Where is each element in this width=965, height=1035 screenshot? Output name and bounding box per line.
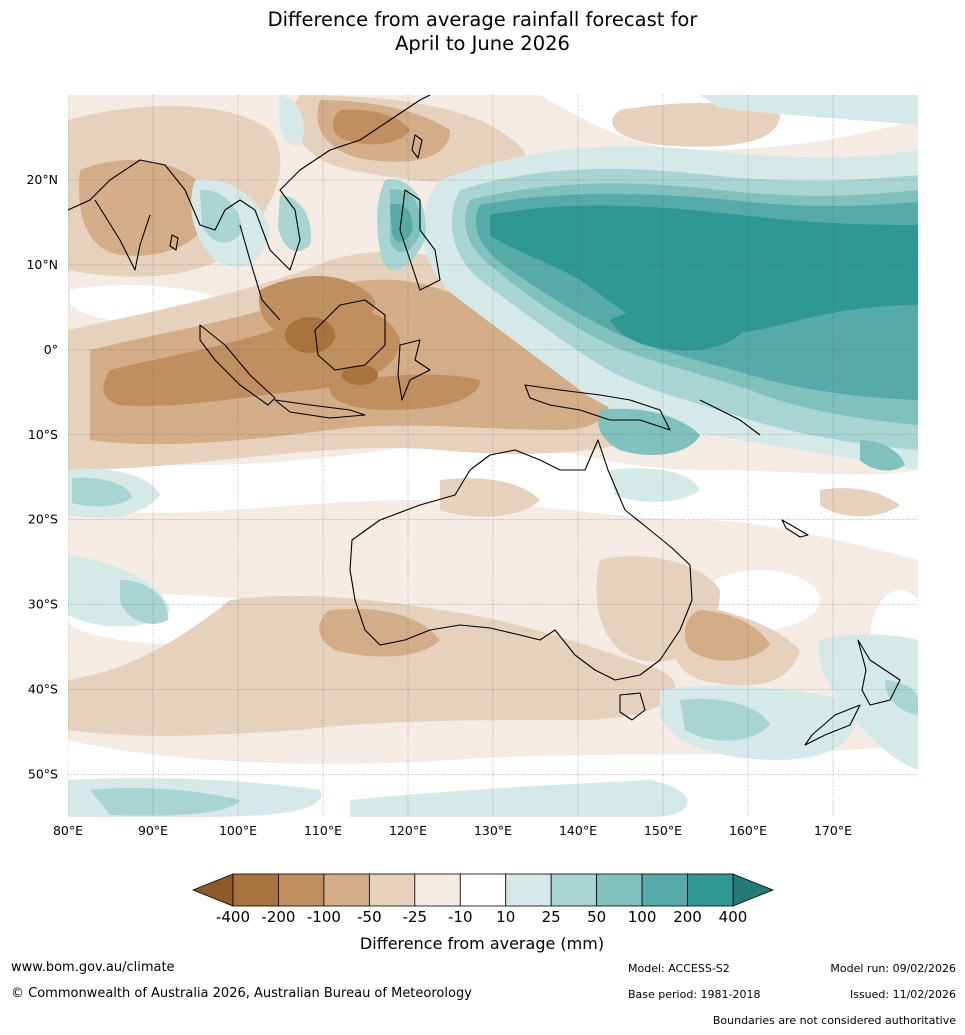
latitude-label: 20°S — [28, 512, 58, 527]
colorbar-tick-label: 50 — [587, 908, 606, 926]
colorbar-segment — [687, 873, 734, 907]
colorbar-low-extend — [191, 873, 234, 907]
copyright-text: © Commonwealth of Australia 2026, Austra… — [11, 986, 472, 1001]
longitude-label: 150°E — [644, 823, 682, 838]
coastlines — [68, 95, 901, 746]
latitude-labels: 20°N 10°N 0° 10°S 20°S 30°S 40°S 50°S — [26, 172, 58, 782]
colorbar-segment — [414, 873, 461, 907]
longitude-label: 110°E — [304, 823, 342, 838]
colorbar-tick-label: -25 — [403, 908, 428, 926]
colorbar-label: Difference from average (mm) — [360, 934, 604, 953]
asia-mainland-outline — [68, 95, 431, 271]
taiwan-outline — [411, 134, 423, 159]
anomaly-field — [68, 95, 918, 817]
java-outline — [274, 399, 366, 419]
colorbar: -400 -200 -100 -50 -25 -10 10 25 50 100 200 400 — [191, 873, 775, 926]
colorbar-segment — [459, 873, 507, 907]
borneo-outline — [314, 299, 386, 371]
sulawesi-outline — [397, 339, 431, 401]
longitude-labels: 80°E 90°E 100°E 110°E 120°E 130°E 140°E 150°E 16… — [53, 823, 852, 838]
longitude-label: 90°E — [138, 823, 168, 838]
title-line-2: April to June 2026 — [395, 32, 570, 55]
india-peninsula-outline — [94, 199, 151, 271]
colorbar-segment — [505, 873, 552, 907]
australia-outline — [349, 439, 693, 681]
latitude-label: 50°S — [28, 767, 58, 782]
map-title: Difference from average rainfall forecas… — [0, 8, 965, 56]
sumatra-outline — [199, 324, 276, 406]
longitude-label: 100°E — [219, 823, 257, 838]
new-zealand-outline — [804, 639, 901, 746]
title-line-1: Difference from average rainfall forecas… — [267, 8, 698, 31]
colorbar-tick-label: 10 — [496, 908, 515, 926]
longitude-label: 130°E — [474, 823, 512, 838]
colorbar-segment — [641, 873, 688, 907]
latitude-label: 40°S — [28, 682, 58, 697]
latitude-label: 10°S — [28, 427, 58, 442]
dry-very-strong-areas — [285, 317, 378, 385]
colorbar-tick-label: -400 — [216, 908, 250, 926]
colorbar-segment — [278, 873, 325, 907]
tasmania-outline — [619, 692, 646, 721]
colorbar-segment — [323, 873, 370, 907]
base-period: Base period: 1981-2018 — [628, 988, 761, 1001]
new-caledonia-outline — [781, 519, 809, 538]
website-link[interactable]: www.bom.gov.au/climate — [11, 960, 175, 975]
latitude-label: 30°S — [28, 597, 58, 612]
new-guinea-outline — [524, 384, 671, 431]
longitude-label: 160°E — [729, 823, 767, 838]
colorbar-tick-label: -100 — [307, 908, 341, 926]
longitude-label: 170°E — [814, 823, 852, 838]
gridlines — [68, 95, 918, 817]
colorbar-segment — [550, 873, 598, 907]
colorbar-tick-label: -200 — [261, 908, 295, 926]
longitude-label: 120°E — [389, 823, 427, 838]
longitude-label: 80°E — [53, 823, 83, 838]
boundaries-disclaimer: Boundaries are not considered authoritat… — [712, 1014, 956, 1027]
latitude-label: 0° — [44, 342, 58, 357]
solomon-islands-outline — [699, 399, 761, 436]
colorbar-tick-label: 100 — [628, 908, 657, 926]
colorbar-tick-label: 400 — [719, 908, 748, 926]
colorbar-segment — [596, 873, 643, 907]
issued-date: Issued: 11/02/2026 — [849, 988, 956, 1001]
latitude-label: 10°N — [26, 257, 58, 272]
latitude-label: 20°N — [26, 172, 58, 187]
colorbar-tick-label: -10 — [448, 908, 473, 926]
philippines-outline — [399, 189, 441, 291]
colorbar-segment — [368, 873, 416, 907]
colorbar-tick-label: 25 — [542, 908, 561, 926]
colorbar-high-extend — [732, 873, 775, 907]
colorbar-tick-label: -50 — [357, 908, 382, 926]
wet-extreme-areas — [490, 205, 918, 351]
model-name: Model: ACCESS-S2 — [628, 962, 730, 975]
sri-lanka-outline — [169, 234, 179, 251]
model-run-date: Model run: 09/02/2026 — [830, 962, 956, 975]
colorbar-tick-label: 200 — [673, 908, 702, 926]
longitude-label: 140°E — [559, 823, 597, 838]
malay-peninsula-outline — [239, 224, 281, 321]
colorbar-segment — [232, 873, 279, 907]
